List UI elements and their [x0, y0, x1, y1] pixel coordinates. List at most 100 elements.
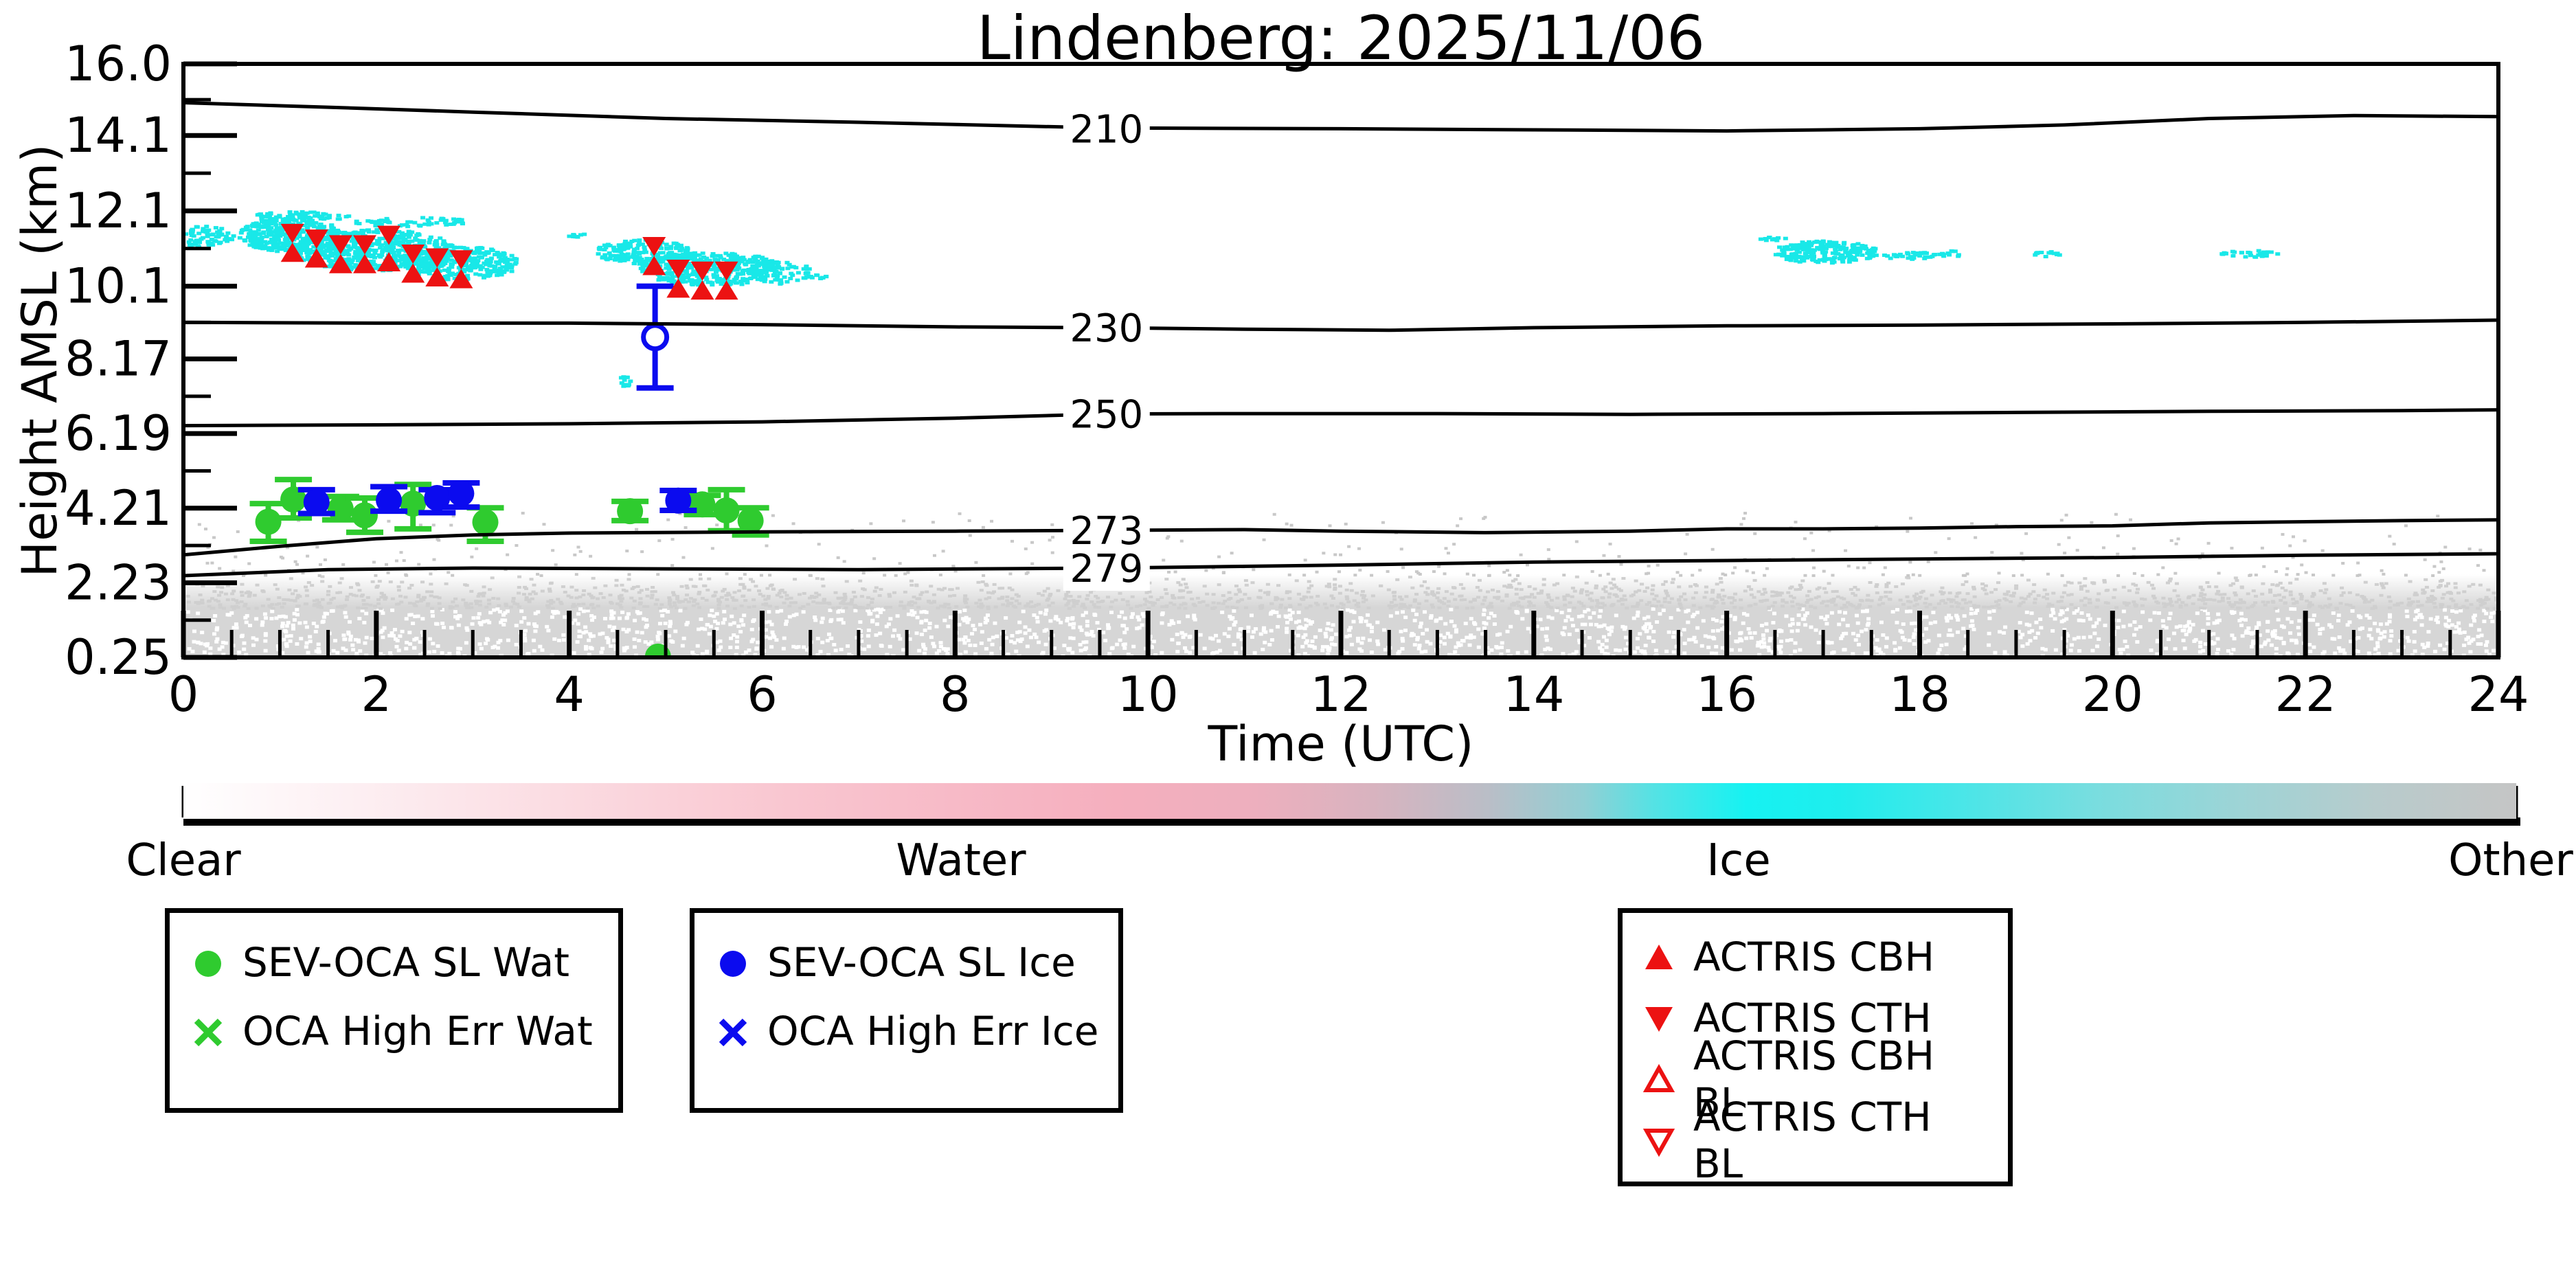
actris-cbh-marker — [377, 252, 401, 271]
contour-label-230: 230 — [1070, 306, 1143, 351]
legend-item-label: ACTRIS CBH — [1693, 934, 1935, 980]
circle-marker — [448, 480, 475, 507]
green-x-icon — [194, 1018, 223, 1047]
contour-line-250 — [183, 408, 2499, 428]
x-tick-label-24: 24 — [2467, 666, 2529, 723]
actris-cth-marker — [642, 237, 666, 257]
actris-cth-marker — [328, 235, 352, 255]
legend-item-label: OCA High Err Ice — [767, 1008, 1099, 1054]
x-tick-label-14: 14 — [1503, 666, 1564, 723]
y-axis-label: Height AMSL (km) — [12, 144, 68, 578]
blue-circle-icon — [720, 951, 746, 977]
circle-marker — [617, 498, 644, 525]
circle-marker — [713, 497, 740, 524]
colorbar-label-other: Other — [2448, 835, 2573, 886]
actris-cbh-marker — [328, 253, 352, 273]
actris-cbh-marker — [642, 256, 666, 275]
contour-line-230 — [183, 318, 2499, 332]
actris-cth-marker — [714, 261, 738, 281]
x-tick-label-22: 22 — [2275, 666, 2336, 723]
legend-item-label: ACTRIS CBH BL — [1693, 1032, 1935, 1126]
y-tick-label-4.21: 4.21 — [65, 480, 172, 536]
red-open-triangle-up-icon — [1642, 1063, 1675, 1092]
legend-actris: ACTRIS CBH ACTRIS CTH ACTRIS CBH BL ACTR… — [1618, 908, 2013, 1187]
ice-cloud-patches — [183, 210, 2281, 388]
circle-marker — [472, 509, 499, 536]
y-tick-label-12.1: 12.1 — [65, 183, 172, 239]
circle-marker — [665, 487, 692, 514]
actris-cbh-marker — [425, 267, 449, 286]
legend-item-oca-high-err-ice: OCA High Err Ice — [714, 1006, 1099, 1056]
legend-water: SEV-OCA SL Wat OCA High Err Wat — [165, 908, 623, 1113]
actris-cth-marker — [352, 235, 376, 255]
legend-item-label: SEV-OCA SL Ice — [767, 939, 1076, 986]
circle-marker — [280, 486, 307, 513]
y-tick-label-10.1: 10.1 — [65, 258, 172, 315]
actris-cbh-marker — [352, 253, 376, 273]
x-tick-label-12: 12 — [1310, 666, 1371, 723]
actris-cth-marker — [280, 223, 304, 243]
legend-item-sev-oca-sl-wat: SEV-OCA SL Wat — [189, 938, 599, 987]
ice-patch — [1937, 249, 1961, 258]
actris-cth-marker — [304, 229, 328, 249]
green-circle-icon — [195, 951, 221, 977]
circle-marker — [351, 502, 378, 529]
legend-item-oca-high-err-wat: OCA High Err Wat — [189, 1006, 599, 1056]
contour-label-250: 250 — [1070, 393, 1143, 438]
y-tick-label-2.23: 2.23 — [65, 554, 172, 611]
y-tick-label-8.17: 8.17 — [65, 331, 172, 387]
ice-patch — [1882, 251, 1938, 261]
actris-cbh-marker — [714, 280, 738, 300]
circle-marker — [303, 488, 330, 515]
page-title: Lindenberg: 2025/11/06 — [976, 3, 1706, 74]
classification-colorbar — [183, 783, 2516, 819]
legend-item-label: OCA High Err Wat — [242, 1008, 593, 1054]
x-axis-label: Time (UTC) — [1208, 716, 1474, 772]
legend-item-actris-cbh: ACTRIS CBH — [1640, 932, 1991, 982]
legend-item-label: ACTRIS CTH — [1693, 995, 1932, 1041]
actris-cth-marker — [690, 261, 714, 281]
x-tick-label-6: 6 — [747, 666, 778, 723]
circle-marker — [376, 487, 403, 514]
legend-ice: SEV-OCA SL Ice OCA High Err Ice — [690, 908, 1123, 1113]
ice-patch — [2219, 249, 2281, 259]
actris-cbh-marker — [449, 269, 473, 289]
circle-marker — [737, 507, 764, 534]
y-tick-label-0.25: 0.25 — [65, 629, 172, 686]
legend-item-label: ACTRIS CTH BL — [1693, 1094, 1932, 1187]
red-triangle-down-icon — [1645, 1007, 1673, 1032]
x-tick-label-0: 0 — [168, 666, 199, 723]
x-tick-label-2: 2 — [361, 666, 392, 723]
actris-cth-marker — [401, 245, 425, 264]
contour-line-279 — [183, 552, 2499, 578]
circle-marker — [255, 508, 282, 535]
plot-area — [183, 210, 2498, 657]
actris-cth-marker — [666, 259, 690, 279]
series-sev-oca-sl-ice — [297, 480, 697, 517]
y-tick-label-6.19: 6.19 — [65, 405, 172, 462]
contour-label-279: 279 — [1070, 547, 1143, 591]
x-tick-label-8: 8 — [940, 666, 971, 723]
x-tick-label-4: 4 — [554, 666, 585, 723]
series-sev-oca-sl-ice-open — [636, 283, 674, 391]
ice-patch — [1773, 239, 1879, 265]
actris-cbh-marker — [690, 280, 714, 300]
colorbar-label-clear: Clear — [126, 835, 241, 886]
legend-item-label: SEV-OCA SL Wat — [242, 939, 570, 986]
actris-cth-marker — [449, 250, 473, 270]
actris-cbh-marker — [280, 242, 304, 262]
legend-item-actris-cth: ACTRIS CTH — [1640, 993, 1991, 1043]
ice-patch — [1758, 236, 1788, 242]
actris-cbh-marker — [401, 263, 425, 283]
legend-item-sev-oca-sl-ice: SEV-OCA SL Ice — [714, 938, 1099, 987]
ice-patch — [2033, 250, 2062, 259]
red-open-triangle-down-icon — [1642, 1129, 1675, 1157]
actris-cth-marker — [377, 225, 401, 245]
x-tick-label-16: 16 — [1696, 666, 1757, 723]
red-triangle-up-icon — [1645, 945, 1673, 969]
ice-patch — [618, 375, 633, 388]
ice-patch — [567, 232, 587, 239]
colorbar-label-ice: Ice — [1706, 835, 1771, 886]
